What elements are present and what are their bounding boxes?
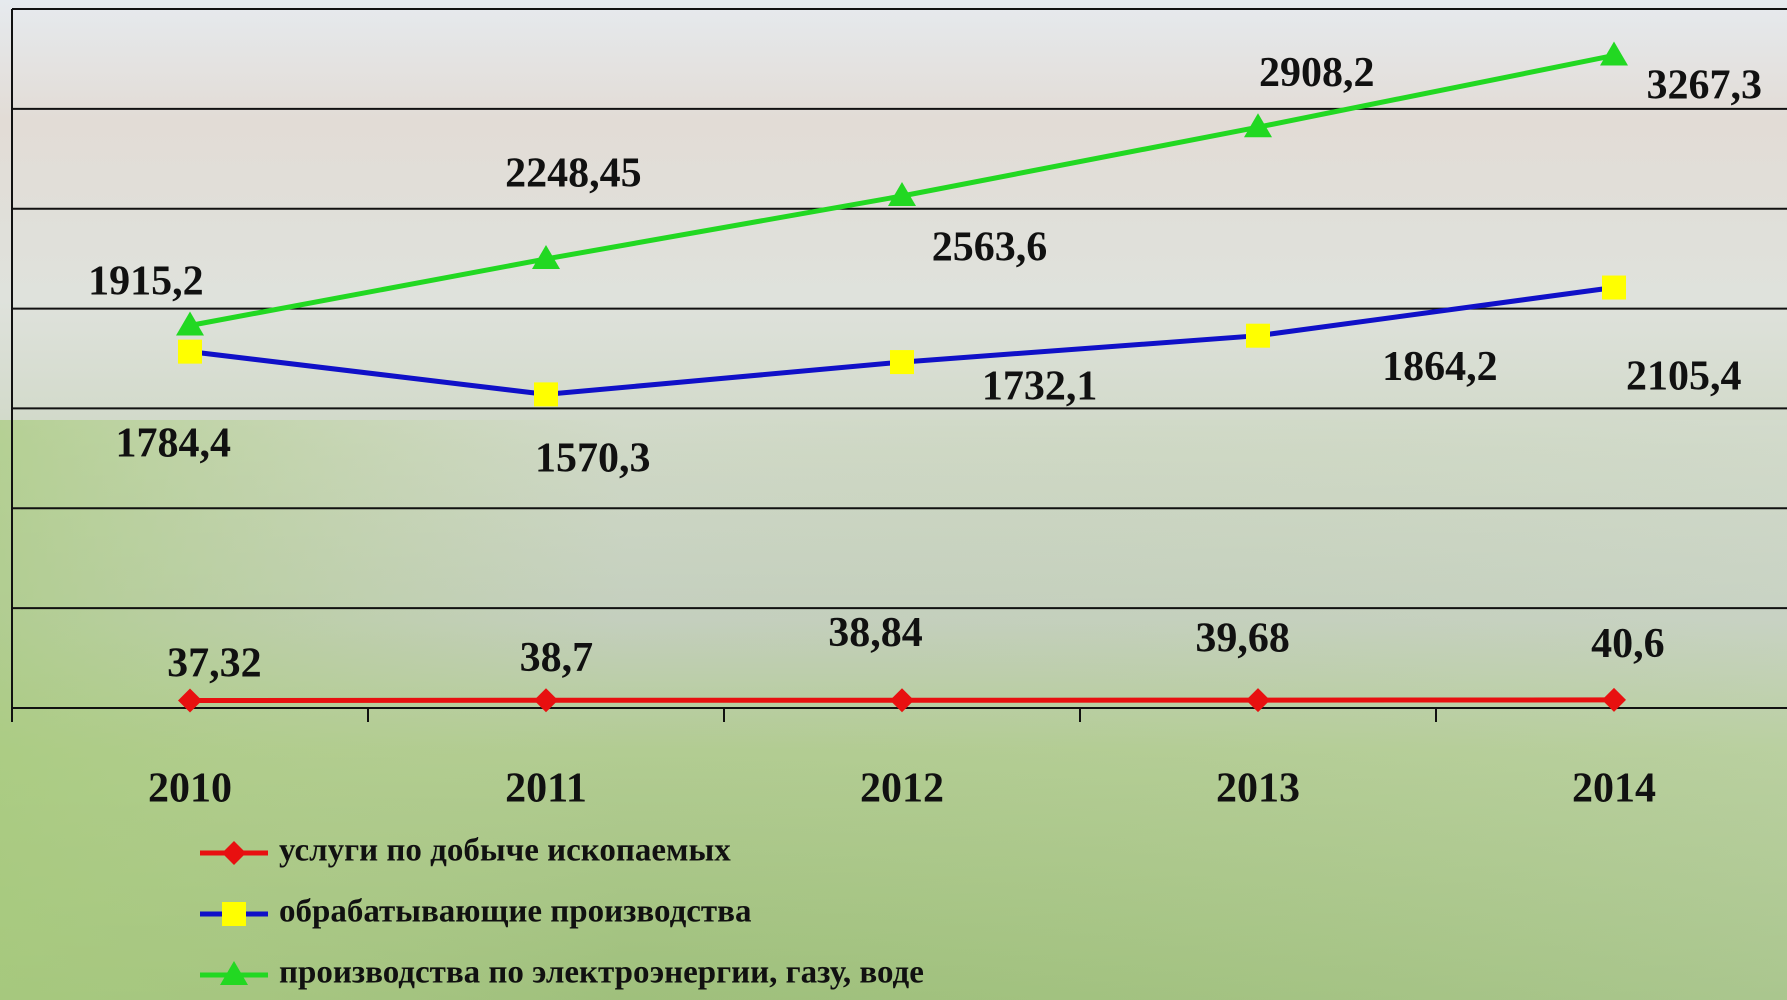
data-label: 37,32 [167, 641, 262, 687]
data-label: 38,84 [828, 610, 923, 656]
data-label: 1915,2 [88, 259, 204, 305]
x-tick-label: 2011 [505, 766, 587, 812]
data-label: 2105,4 [1626, 353, 1742, 399]
legend-marker [222, 902, 246, 926]
data-label: 1732,1 [982, 364, 1098, 410]
data-label: 2908,2 [1259, 50, 1375, 96]
x-tick-label: 2012 [860, 766, 944, 812]
background-shade [0, 420, 1787, 1000]
data-label: 40,6 [1591, 621, 1665, 667]
data-label: 1864,2 [1382, 344, 1498, 390]
data-label: 39,68 [1195, 615, 1290, 661]
legend-label: услуги по добыче ископаемых [279, 833, 731, 869]
x-tick-label: 2014 [1572, 766, 1656, 812]
data-label: 3267,3 [1647, 63, 1763, 109]
data-label: 2563,6 [932, 224, 1048, 270]
data-label: 2248,45 [505, 150, 642, 196]
data-point [534, 382, 558, 406]
data-point [1246, 324, 1270, 348]
x-tick-label: 2013 [1216, 766, 1300, 812]
data-label: 1784,4 [116, 421, 232, 467]
legend-label: обрабатывающие производства [279, 894, 751, 930]
chart: 2010 2011 2012 2013 2014 37,32 38,7 38,84 39,68 4… [0, 0, 1787, 1000]
data-point [890, 350, 914, 374]
x-tick-label: 2010 [148, 766, 232, 812]
data-label: 38,7 [520, 635, 594, 681]
legend-label: производства по электроэнергии, газу, во… [279, 955, 924, 991]
data-point [178, 340, 202, 364]
data-label: 1570,3 [535, 435, 651, 481]
data-point [1602, 276, 1626, 300]
